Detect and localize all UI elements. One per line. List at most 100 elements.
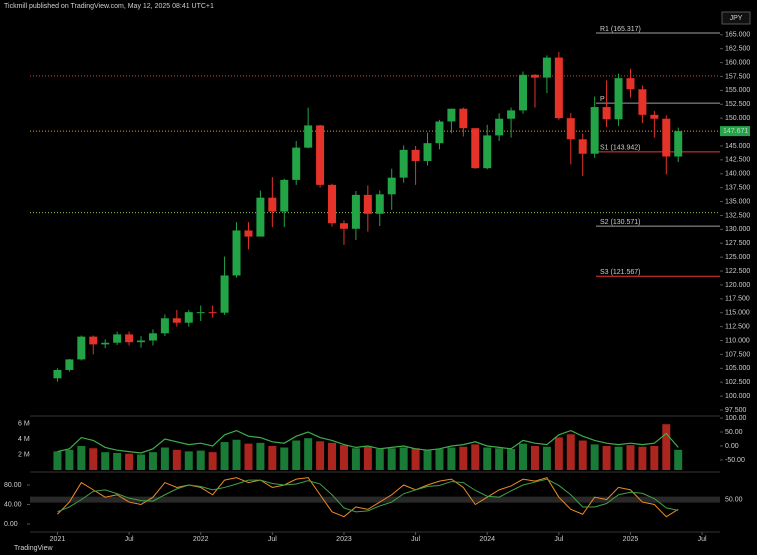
volume-bar [578,440,587,470]
volume-bar [53,451,62,470]
volume-bar [208,452,217,470]
stoch-tick-label: 40.00 [4,501,22,508]
volume-bar [399,447,408,470]
volume-bar [328,442,337,470]
stoch-tick-label: 80.00 [4,482,22,489]
candle-body [602,107,611,120]
volume-bar [507,449,516,470]
candle-body [638,89,647,115]
y-tick-label: 112.500 [725,323,750,330]
x-tick-label: 2023 [336,536,352,543]
oscillator-line [57,429,679,454]
y-tick-label: 127.500 [725,240,750,247]
candle-body [184,312,193,323]
volume-bar [316,441,325,470]
volume-bar [483,447,492,470]
y-tick-label: 160.000 [725,59,750,66]
volume-bar [614,446,623,470]
volume-bar [411,448,420,470]
candle-body [662,118,671,157]
candle-body [113,334,122,343]
volume-bar [244,443,253,470]
pivot-label: S2 (130.571) [600,219,640,226]
x-tick-label: 2021 [50,536,66,543]
y-tick-label: 152.500 [725,101,750,108]
candle-body [507,110,516,119]
candle-body [626,78,635,90]
x-tick-label: 2022 [193,536,209,543]
volume-bar [363,446,372,470]
osc-tick-label: 0.00 [725,443,739,450]
volume-bar [232,439,241,470]
candle-body [423,143,432,161]
last-price-label: 147.671 [723,128,748,135]
volume-bar [77,445,86,470]
candle-body [125,334,134,343]
candle-body [459,108,468,129]
candle-body [554,57,563,119]
volume-bar [590,444,599,470]
candle-body [256,197,265,237]
volume-tick-label: 6 M [18,420,30,427]
pivot-label: S1 (143.942) [600,145,640,152]
y-tick-label: 165.000 [725,32,750,39]
volume-bar [65,449,74,470]
volume-bar [554,437,563,470]
y-tick-label: 162.500 [725,46,750,53]
candle-body [53,369,62,379]
volume-bar [125,453,134,470]
volume-bar [387,448,396,470]
y-tick-label: 120.000 [725,282,750,289]
candle-body [471,128,480,169]
candle-body [399,149,408,178]
candle-body [566,118,575,140]
volume-bar [113,452,122,470]
candle-body [542,57,551,78]
candle-body [578,139,587,154]
volume-bar [220,442,229,470]
candle-body [447,108,456,122]
candle-body [483,135,492,169]
y-tick-label: 122.500 [725,268,750,275]
candle-body [208,312,217,314]
volume-bar [196,450,205,470]
currency: JPY [730,15,743,22]
volume-bar [650,445,659,470]
candle-body [292,147,301,180]
volume-tick-label: 2 M [18,451,30,458]
candle-body [530,74,539,78]
y-tick-label: 140.000 [725,171,750,178]
candle-body [339,223,348,229]
volume-bar [662,424,671,470]
volume-bar [423,449,432,470]
x-tick-label: Jul [268,536,277,543]
y-tick-label: 150.000 [725,115,750,122]
candle-body [101,342,110,345]
volume-bar [280,447,289,470]
volume-bar [292,440,301,470]
osc-tick-label: 100.00 [725,415,747,422]
stoch-line [57,478,679,513]
volume-bar [530,445,539,470]
volume-bar [268,445,277,470]
candle-body [435,121,444,144]
candle-body [280,179,289,212]
candle-body [65,359,74,370]
candle-body [268,197,277,212]
volume-bar [137,454,146,470]
y-tick-label: 137.500 [725,184,750,191]
y-tick-label: 142.500 [725,157,750,164]
candle-body [387,177,396,195]
volume-bar [339,445,348,470]
candle-body [519,74,528,111]
stoch-tick-label: 0.00 [4,521,18,528]
candle-body [351,194,360,229]
y-tick-label: 132.500 [725,212,750,219]
x-tick-label: 2024 [479,536,495,543]
y-tick-label: 125.000 [725,254,750,261]
osc-tick-label: -50.00 [725,457,745,464]
y-tick-label: 107.500 [725,351,750,358]
candle-body [328,184,337,224]
volume-bar [542,446,551,470]
